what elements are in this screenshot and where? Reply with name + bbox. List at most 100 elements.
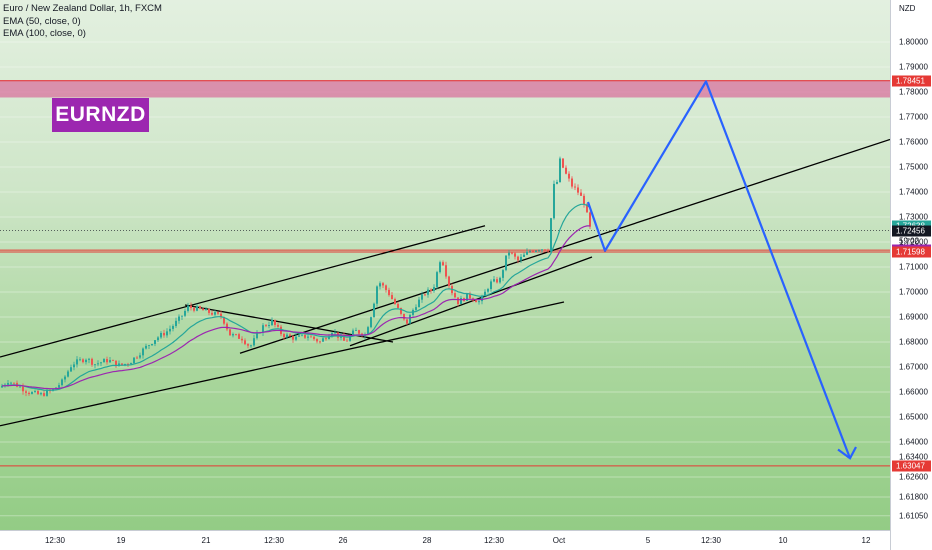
price-chart[interactable] bbox=[0, 0, 890, 530]
chart-legend: Euro / New Zealand Dollar, 1h, FXCM EMA … bbox=[3, 3, 162, 41]
candle-body-124 bbox=[373, 303, 375, 318]
candle-body-25 bbox=[76, 359, 78, 365]
candle-body-77 bbox=[232, 334, 234, 336]
candle-body-21 bbox=[64, 376, 66, 380]
candle-body-61 bbox=[184, 310, 186, 316]
candle-body-51 bbox=[154, 340, 156, 345]
x-tick-label-8: 5 bbox=[645, 536, 651, 545]
candle-body-152 bbox=[457, 297, 459, 305]
candle-body-158 bbox=[475, 300, 477, 303]
bar-countdown: 59:02 bbox=[899, 236, 920, 246]
candle-body-187 bbox=[562, 158, 564, 168]
candle-body-168 bbox=[505, 255, 507, 271]
candle-body-52 bbox=[157, 337, 159, 341]
candle-body-55 bbox=[166, 331, 168, 336]
y-tick-label-5: 1.75000 bbox=[899, 162, 928, 172]
chart-plot-area[interactable]: Euro / New Zealand Dollar, 1h, FXCM EMA … bbox=[0, 0, 890, 530]
x-tick-label-5: 28 bbox=[422, 536, 432, 545]
candle-body-31 bbox=[94, 364, 96, 366]
candle-body-101 bbox=[304, 334, 306, 338]
candle-body-49 bbox=[148, 345, 150, 346]
candle-body-184 bbox=[553, 183, 555, 219]
candle-body-126 bbox=[379, 283, 381, 287]
candle-body-81 bbox=[244, 340, 246, 345]
candle-body-167 bbox=[502, 270, 504, 278]
price-label-0: 1.78451 bbox=[892, 75, 931, 87]
candle-body-33 bbox=[100, 362, 102, 364]
candle-body-29 bbox=[88, 358, 90, 360]
candle-body-144 bbox=[433, 287, 435, 291]
candle-body-174 bbox=[523, 254, 525, 257]
candle-body-128 bbox=[385, 285, 387, 290]
ema100-line bbox=[1, 225, 590, 390]
projection-path bbox=[586, 80, 852, 459]
candle-body-76 bbox=[229, 329, 231, 336]
axis-currency-label: NZD bbox=[899, 4, 916, 13]
candle-body-107 bbox=[322, 338, 324, 342]
candle-body-109 bbox=[328, 336, 330, 340]
candle-body-0 bbox=[1, 385, 3, 388]
candle-body-69 bbox=[208, 308, 210, 313]
candle-body-15 bbox=[46, 390, 48, 396]
candle-body-47 bbox=[142, 348, 144, 356]
candle-body-100 bbox=[301, 334, 303, 336]
x-tick-label-2: 21 bbox=[201, 536, 211, 545]
candle-body-115 bbox=[346, 340, 348, 342]
x-tick-label-9: 12:30 bbox=[700, 536, 722, 545]
candle-body-70 bbox=[211, 312, 213, 315]
candle-body-57 bbox=[172, 326, 174, 329]
x-tick-label-3: 12:30 bbox=[263, 536, 285, 545]
candle-body-11 bbox=[34, 391, 36, 393]
candle-body-149 bbox=[448, 276, 450, 287]
candle-body-43 bbox=[130, 363, 132, 365]
candle-body-113 bbox=[340, 335, 342, 338]
y-tick-label-10: 1.70000 bbox=[899, 287, 928, 297]
candle-body-62 bbox=[187, 305, 189, 311]
candle-body-6 bbox=[19, 386, 21, 388]
candle-body-119 bbox=[358, 330, 360, 334]
price-axis[interactable]: NZD 1.80000 1.79000 1.78000 1.77000 1.76000 1… bbox=[890, 0, 932, 550]
candle-body-67 bbox=[202, 308, 204, 311]
candle-body-95 bbox=[286, 334, 288, 338]
candle-body-131 bbox=[394, 299, 396, 305]
candle-body-37 bbox=[112, 360, 114, 361]
candle-body-111 bbox=[334, 332, 336, 334]
x-tick-label-7: Oct bbox=[552, 536, 566, 545]
candle-body-13 bbox=[40, 393, 42, 395]
time-axis[interactable]: 12:30 19 21 12:30 26 28 12:30 Oct 5 12:30 10 12 bbox=[0, 530, 890, 550]
candle-body-118 bbox=[355, 330, 357, 331]
candle-body-103 bbox=[310, 336, 312, 338]
candle-body-99 bbox=[298, 335, 300, 337]
candle-body-46 bbox=[139, 355, 141, 358]
candle-body-74 bbox=[223, 317, 225, 324]
candle-body-82 bbox=[247, 344, 249, 346]
candle-body-173 bbox=[520, 256, 522, 261]
candle-body-96 bbox=[289, 334, 291, 337]
ema50-line bbox=[1, 203, 591, 391]
candle-body-196 bbox=[589, 212, 591, 227]
candle-body-186 bbox=[559, 158, 561, 182]
legend-ema100: EMA (100, close, 0) bbox=[3, 28, 86, 39]
candle-body-175 bbox=[526, 251, 528, 255]
candle-body-72 bbox=[217, 312, 219, 314]
candle-body-125 bbox=[376, 286, 378, 304]
candle-body-165 bbox=[496, 279, 498, 283]
candle-body-24 bbox=[73, 364, 75, 368]
candle-body-63 bbox=[190, 305, 192, 308]
candle-body-73 bbox=[220, 313, 222, 318]
trendline-rising-support bbox=[239, 138, 890, 354]
candle-body-40 bbox=[121, 363, 123, 366]
legend-ema50: EMA (50, close, 0) bbox=[3, 15, 81, 27]
candle-body-195 bbox=[586, 204, 588, 213]
candle-body-127 bbox=[382, 283, 384, 286]
candle-body-181 bbox=[544, 249, 546, 251]
y-tick-label-18: 1.62600 bbox=[899, 472, 928, 482]
candle-body-180 bbox=[541, 249, 543, 251]
candle-body-106 bbox=[319, 341, 321, 343]
candle-body-138 bbox=[415, 307, 417, 310]
trendline-channel-top bbox=[0, 225, 486, 358]
candle-body-3 bbox=[10, 382, 12, 384]
candle-body-191 bbox=[574, 186, 576, 188]
candle-body-105 bbox=[316, 339, 318, 342]
candle-body-160 bbox=[481, 295, 483, 302]
